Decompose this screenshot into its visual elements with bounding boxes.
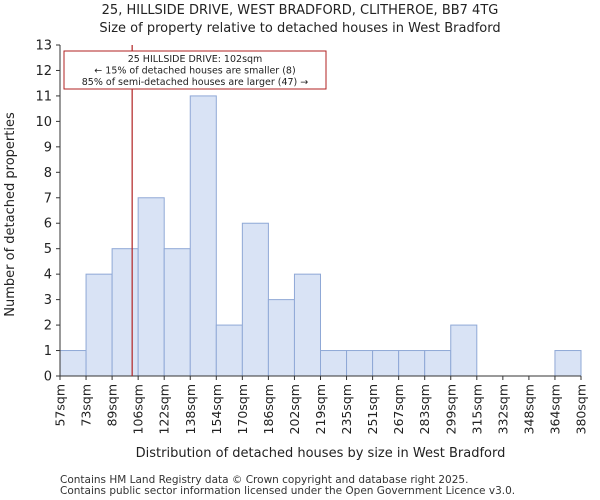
histogram-bar xyxy=(554,350,582,377)
y-tick-label: 7 xyxy=(44,191,52,206)
x-tick-label: 57sqm xyxy=(53,384,68,427)
y-tick-label: 1 xyxy=(44,344,52,359)
chart-title-address: 25, HILLSIDE DRIVE, WEST BRADFORD, CLITH… xyxy=(101,3,499,18)
x-tick-label: 299sqm xyxy=(443,384,458,434)
histogram-bar xyxy=(59,350,87,377)
x-tick-label: 154sqm xyxy=(209,384,224,434)
x-tick-label: 89sqm xyxy=(105,384,120,427)
x-tick-label: 380sqm xyxy=(574,384,589,434)
x-tick-label: 122sqm xyxy=(157,384,172,434)
footer-licence: Contains public sector information licen… xyxy=(60,485,516,497)
y-tick-label: 8 xyxy=(44,166,52,181)
x-tick-label: 138sqm xyxy=(183,384,198,434)
histogram-bar xyxy=(163,248,191,377)
histogram-bar xyxy=(267,299,295,377)
y-tick-label: 13 xyxy=(35,39,52,54)
histogram-bar xyxy=(398,350,426,377)
annotation-line: ← 15% of detached houses are smaller (8) xyxy=(94,66,295,77)
y-tick-label: 4 xyxy=(44,268,52,283)
x-tick-label: 251sqm xyxy=(365,384,380,434)
annotation-line: 85% of semi-detached houses are larger (… xyxy=(82,77,309,88)
x-tick-label: 283sqm xyxy=(417,384,432,434)
y-tick-label: 10 xyxy=(35,115,52,130)
y-tick-label: 9 xyxy=(44,140,52,155)
footer-copyright: Contains HM Land Registry data © Crown c… xyxy=(60,474,469,486)
histogram-bar xyxy=(111,248,139,377)
x-tick-label: 106sqm xyxy=(131,384,146,434)
x-tick-label: 170sqm xyxy=(235,384,250,434)
histogram-bar xyxy=(215,324,243,377)
histogram-bar xyxy=(241,222,269,377)
histogram-bar xyxy=(293,273,322,377)
histogram-bar xyxy=(189,95,217,377)
x-tick-label: 73sqm xyxy=(79,384,94,427)
x-axis-title: Distribution of detached houses by size … xyxy=(136,446,506,461)
y-tick-label: 6 xyxy=(44,217,52,232)
x-tick-label: 219sqm xyxy=(313,384,328,434)
y-tick-label: 11 xyxy=(35,89,52,104)
x-tick-label: 348sqm xyxy=(521,384,536,434)
x-tick-label: 186sqm xyxy=(261,384,276,434)
histogram-bar xyxy=(137,197,165,377)
x-tick-label: 364sqm xyxy=(547,384,562,434)
y-tick-label: 0 xyxy=(44,370,52,385)
histogram-bar xyxy=(450,324,478,377)
y-tick-label: 2 xyxy=(44,319,52,334)
annotation-box xyxy=(63,50,327,90)
y-tick-label: 3 xyxy=(44,293,52,308)
x-tick-label: 315sqm xyxy=(469,384,484,434)
annotation-line: 25 HILLSIDE DRIVE: 102sqm xyxy=(128,54,263,65)
histogram-bar xyxy=(424,350,452,377)
chart-title: Size of property relative to detached ho… xyxy=(99,21,501,36)
histogram-bar xyxy=(320,350,348,377)
x-tick-label: 202sqm xyxy=(287,384,302,434)
y-tick-label: 5 xyxy=(44,242,52,257)
x-tick-label: 332sqm xyxy=(495,384,510,434)
y-tick-label: 12 xyxy=(35,64,52,79)
x-tick-label: 267sqm xyxy=(391,384,406,434)
histogram-bar xyxy=(372,350,400,377)
histogram-bar xyxy=(346,350,374,377)
x-tick-label: 235sqm xyxy=(339,384,354,434)
histogram-bar xyxy=(85,273,113,377)
y-axis-title: Number of detached properties xyxy=(3,112,18,317)
